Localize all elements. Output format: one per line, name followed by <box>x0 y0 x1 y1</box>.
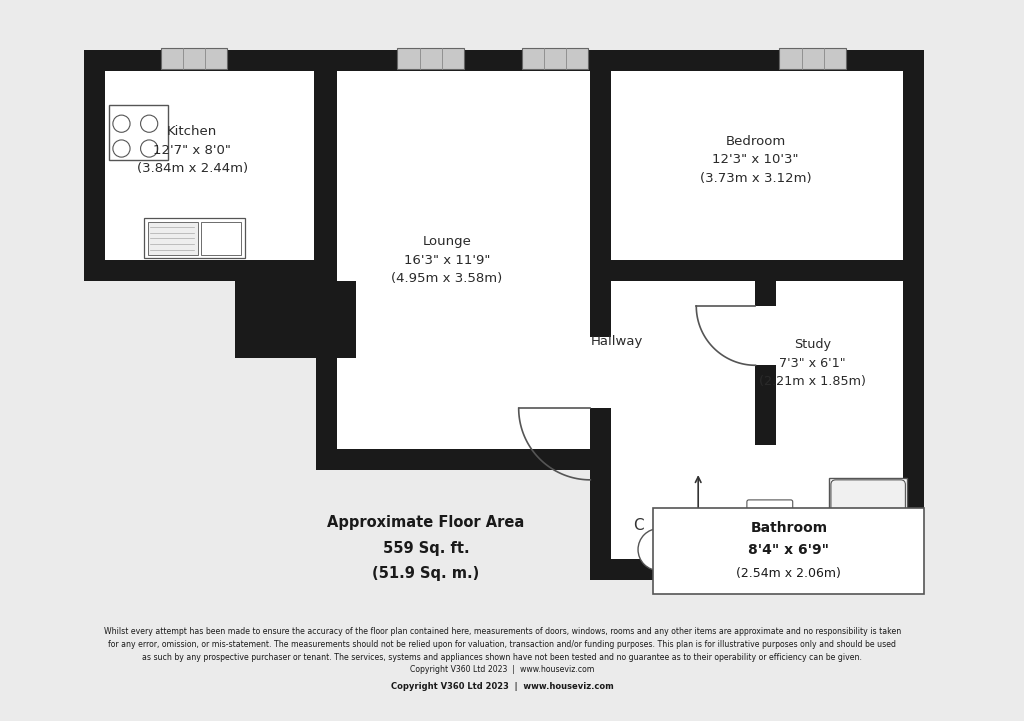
Text: Bedroom
12'3" x 10'3"
(3.73m x 3.12m): Bedroom 12'3" x 10'3" (3.73m x 3.12m) <box>699 135 811 185</box>
Bar <box>161 48 227 69</box>
Bar <box>337 71 590 449</box>
Bar <box>611 281 756 449</box>
Circle shape <box>140 115 158 132</box>
Bar <box>756 306 776 366</box>
Text: Kitchen
12'7" x 8'0"
(3.84m x 2.44m): Kitchen 12'7" x 8'0" (3.84m x 2.44m) <box>136 125 248 175</box>
Bar <box>779 48 846 69</box>
Bar <box>611 470 903 559</box>
Text: Approximate Floor Area: Approximate Floor Area <box>328 516 524 531</box>
FancyBboxPatch shape <box>830 480 905 572</box>
Text: Bathroom: Bathroom <box>751 521 827 534</box>
Text: Study
7'3" x 6'1"
(2.21m x 1.85m): Study 7'3" x 6'1" (2.21m x 1.85m) <box>760 338 866 389</box>
Bar <box>105 71 314 260</box>
Text: (2.54m x 2.06m): (2.54m x 2.06m) <box>736 567 842 580</box>
Circle shape <box>140 140 158 157</box>
Text: 559 Sq. ft.: 559 Sq. ft. <box>383 541 469 556</box>
Bar <box>776 281 903 449</box>
Circle shape <box>113 140 130 157</box>
Bar <box>590 337 611 408</box>
Bar <box>521 48 589 69</box>
Bar <box>611 445 903 470</box>
Circle shape <box>885 549 896 560</box>
Bar <box>148 222 198 255</box>
Text: (51.9 Sq. m.): (51.9 Sq. m.) <box>373 566 479 581</box>
Circle shape <box>638 528 680 570</box>
FancyBboxPatch shape <box>746 500 793 523</box>
Bar <box>316 50 925 470</box>
Circle shape <box>654 545 664 554</box>
Bar <box>590 260 925 281</box>
Text: C: C <box>633 518 643 534</box>
Bar <box>590 470 925 580</box>
Bar <box>756 260 776 470</box>
Bar <box>653 508 925 594</box>
Bar <box>144 218 245 258</box>
Bar <box>611 71 903 260</box>
Bar <box>397 48 464 69</box>
Ellipse shape <box>752 516 787 564</box>
Bar <box>84 50 335 281</box>
Text: Whilst every attempt has been made to ensure the accuracy of the floor plan cont: Whilst every attempt has been made to en… <box>103 627 901 674</box>
Text: 8'4" x 6'9": 8'4" x 6'9" <box>749 543 829 557</box>
Circle shape <box>113 115 130 132</box>
Text: Copyright V360 Ltd 2023  |  www.houseviz.com: Copyright V360 Ltd 2023 | www.houseviz.c… <box>391 682 613 691</box>
Text: Lounge
16'3" x 11'9"
(4.95m x 3.58m): Lounge 16'3" x 11'9" (4.95m x 3.58m) <box>391 235 503 286</box>
Bar <box>829 478 907 573</box>
Bar <box>201 222 241 255</box>
Bar <box>236 281 356 358</box>
Text: Hallway: Hallway <box>591 335 643 348</box>
Bar <box>110 105 168 160</box>
Bar <box>590 50 611 470</box>
